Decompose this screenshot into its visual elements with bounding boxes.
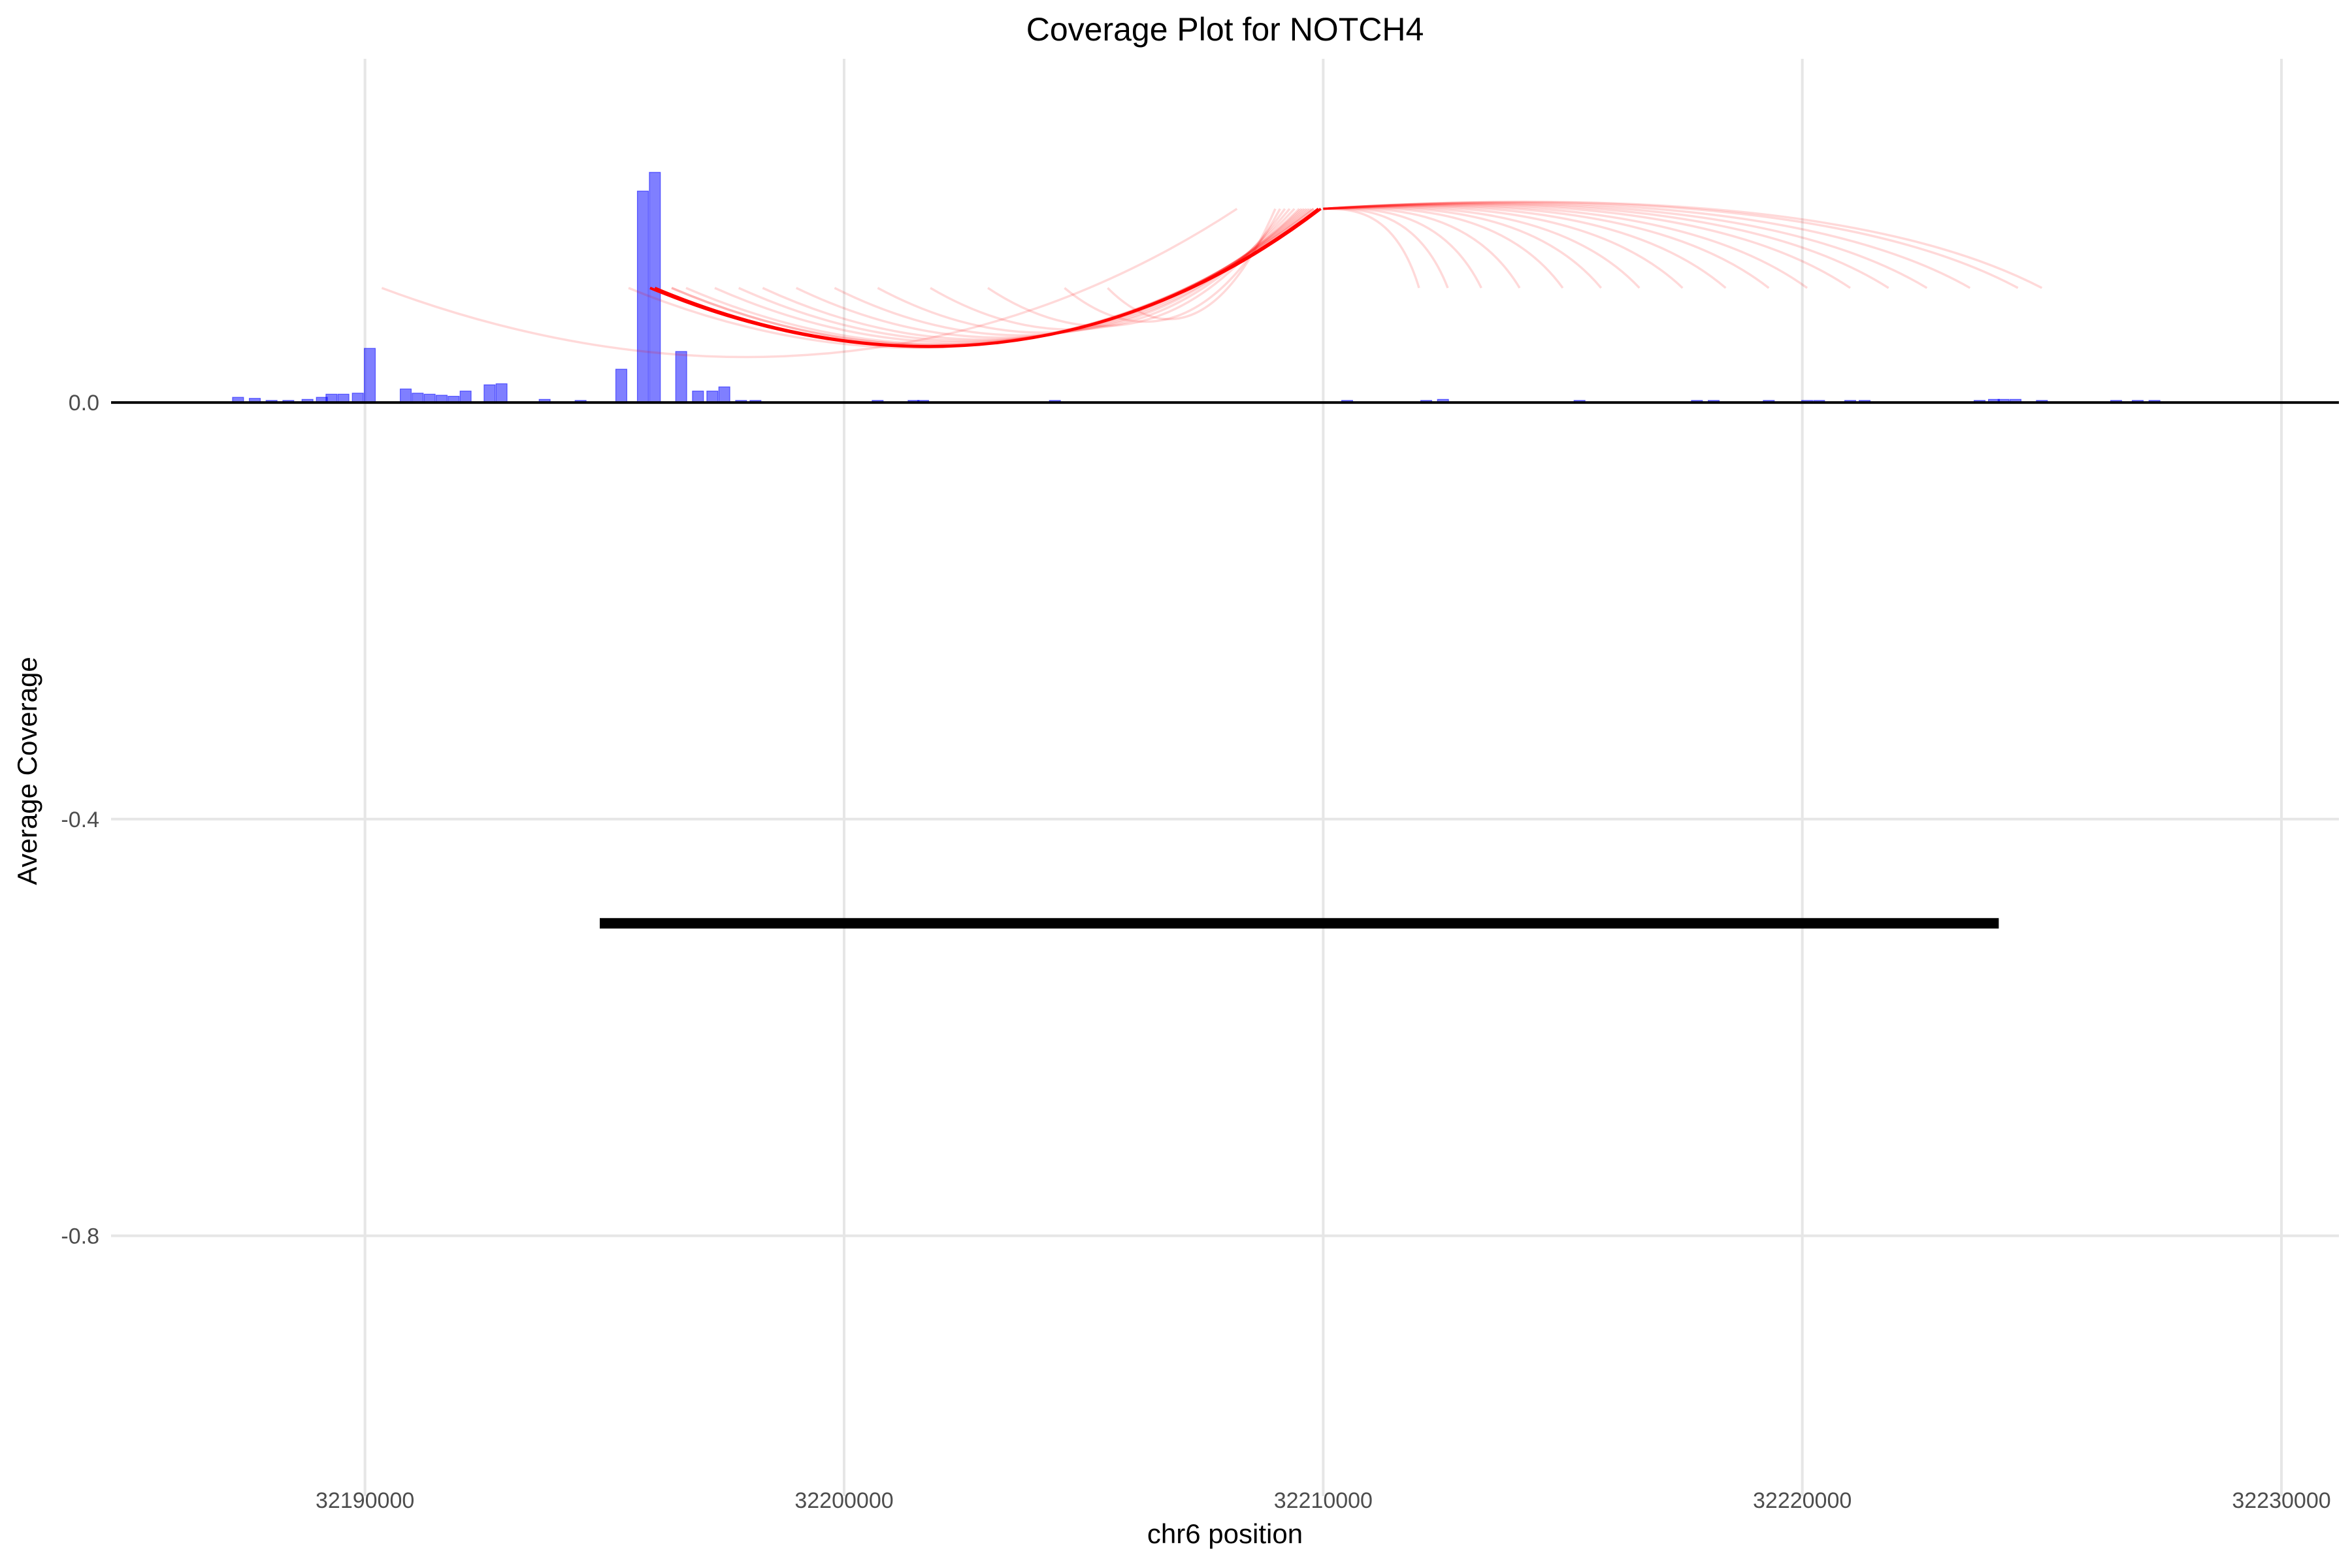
junction-arc (381, 208, 1238, 359)
junction-arc (1323, 204, 1770, 289)
junction-arc (877, 208, 1296, 334)
junction-arc (1323, 204, 1727, 289)
junction-arc (1323, 207, 1420, 289)
junction-arc (1323, 206, 1564, 289)
coverage-bar (615, 368, 628, 403)
x-tick-labels: 32190000 32200000 32210000 32220000 32230000 (316, 1488, 2331, 1513)
junction-arc (1323, 202, 1928, 289)
junction-arc (1323, 206, 1641, 289)
junction-arc (649, 207, 1322, 348)
junction-arc (1323, 207, 1449, 289)
junction-arc (930, 208, 1291, 331)
junction-arc (1323, 207, 1482, 289)
junction-arc (714, 208, 1310, 344)
coverage-bar (636, 190, 649, 403)
junction-arc (1323, 201, 1971, 289)
coverage-bar (459, 390, 472, 403)
junction-arc (1323, 206, 1521, 289)
x-tick-label: 32230000 (2232, 1488, 2330, 1513)
junction-arcs (381, 201, 2043, 359)
x-tick-label: 32190000 (316, 1488, 414, 1513)
junction-arc (1323, 206, 1603, 289)
coverage-bar (363, 348, 376, 403)
junction-arc (671, 208, 1315, 346)
y-tick-labels: 0.0 -0.4 -0.8 (61, 391, 99, 1249)
y-tick-label: -0.4 (61, 808, 99, 832)
junction-arc (1323, 203, 1851, 289)
junction-arc (1323, 203, 1889, 289)
chart-title: Coverage Plot for NOTCH4 (1026, 11, 1424, 48)
junction-arc (795, 208, 1303, 339)
x-tick-label: 32210000 (1274, 1488, 1373, 1513)
junction-arc (654, 207, 1320, 348)
x-tick-label: 32200000 (794, 1488, 893, 1513)
coverage-bar (706, 390, 719, 403)
junction-arc (685, 208, 1313, 346)
y-gridlines (111, 817, 2339, 1237)
coverage-bar (718, 386, 730, 403)
junction-arc (1064, 208, 1281, 323)
coverage-bar (351, 393, 364, 403)
junction-arc (987, 208, 1286, 327)
coverage-bar (412, 393, 424, 403)
junction-arc (1323, 203, 1808, 289)
junction-arc (1107, 208, 1277, 321)
junction-arc (1323, 201, 2019, 289)
coverage-bar (692, 390, 704, 403)
junction-arc (1323, 205, 1684, 289)
coverage-bar (495, 383, 508, 403)
coverage-bar (675, 351, 687, 403)
junction-arc (834, 208, 1300, 336)
y-tick-label: -0.8 (61, 1224, 99, 1249)
junction-arc (762, 208, 1305, 341)
x-tick-label: 32220000 (1753, 1488, 1852, 1513)
y-tick-label: 0.0 (69, 391, 99, 416)
x-gridlines (363, 59, 2283, 1496)
junction-arc (1323, 201, 2043, 289)
coverage-bar (399, 388, 412, 403)
coverage-bar (483, 384, 496, 403)
y-axis-title: Average Coverage (12, 657, 42, 885)
x-axis-title: chr6 position (1147, 1518, 1303, 1549)
junction-arc (738, 208, 1307, 342)
